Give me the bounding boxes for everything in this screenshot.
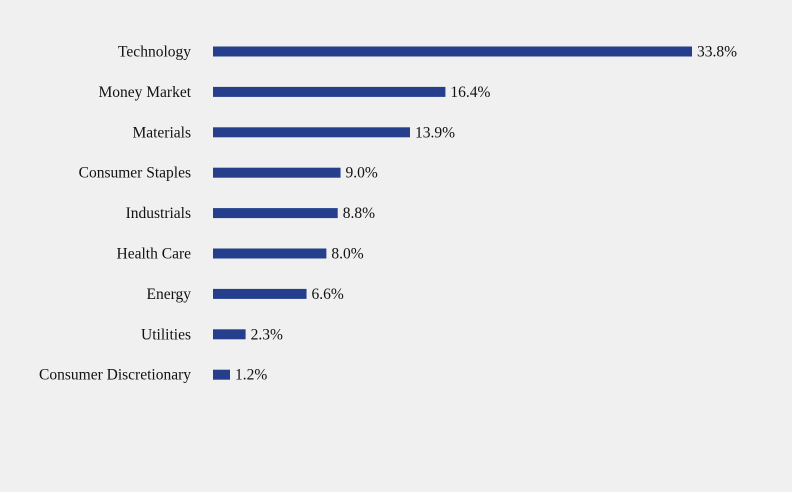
bar [213, 46, 692, 57]
bar [213, 208, 338, 219]
bar [213, 288, 307, 299]
bar [213, 127, 410, 138]
value-label: 16.4% [450, 84, 490, 101]
category-label: Utilities [141, 326, 191, 343]
value-label: 6.6% [312, 286, 344, 303]
value-label: 1.2% [235, 367, 267, 384]
category-label: Energy [147, 286, 192, 303]
category-label: Money Market [98, 84, 191, 101]
category-label: Industrials [126, 205, 191, 222]
value-label: 2.3% [251, 326, 283, 343]
bar [213, 369, 231, 380]
category-label: Technology [118, 44, 191, 61]
category-label: Health Care [117, 246, 192, 263]
value-label: 13.9% [415, 124, 455, 141]
value-label: 8.0% [331, 246, 363, 263]
bar [213, 248, 327, 259]
value-label: 8.8% [343, 205, 375, 222]
value-label: 9.0% [346, 165, 378, 182]
category-label: Consumer Staples [79, 165, 191, 182]
bar [213, 329, 246, 340]
bar-group: Technology 33.8% Money Market 16.4% Material… [39, 44, 737, 384]
value-label: 33.8% [697, 44, 737, 61]
bar [213, 86, 446, 97]
category-label: Materials [132, 124, 191, 141]
bar [213, 167, 341, 178]
category-label: Consumer Discretionary [39, 367, 191, 384]
